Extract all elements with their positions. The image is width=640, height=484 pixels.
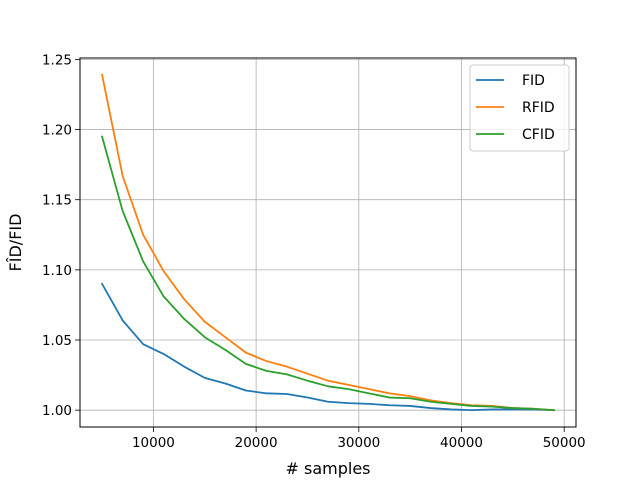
legend-label-rfid: RFID [522,100,555,116]
y-tick-label: 1.15 [42,193,72,209]
axes-frame [79,57,577,428]
x-tick-label: 30000 [337,435,380,451]
x-tick-label: 10000 [132,435,175,451]
legend-box [469,64,570,152]
y-tick-label: 1.25 [42,52,72,68]
legend-label-fid: FID [522,73,545,89]
y-tick-label: 1.00 [42,403,72,419]
legend-label-cfid: CFID [522,127,555,143]
legend: FID RFID CFID [469,64,570,152]
series-lines [100,73,555,412]
x-tick-label: 40000 [440,435,483,451]
x-axis-label: # samples [286,459,371,478]
x-tick-label: 20000 [235,435,278,451]
y-axis-label: FÎD/FID [6,214,25,272]
y-tick-label: 1.05 [42,333,72,349]
axis-ticks: 10000 20000 30000 40000 50000 1.00 1.05 1.10 1.1… [42,52,586,451]
series-line-cfid [100,135,555,412]
series-line-fid [100,282,555,412]
y-tick-label: 1.10 [42,263,72,279]
y-tick-label: 1.20 [42,123,72,139]
x-tick-label: 50000 [543,435,586,451]
